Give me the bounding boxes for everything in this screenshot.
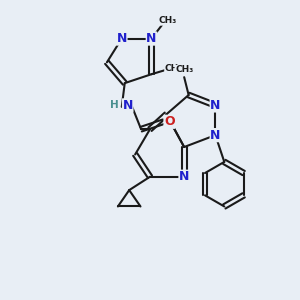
Text: CH₃: CH₃ (175, 65, 193, 74)
Text: H: H (110, 100, 119, 110)
Text: N: N (179, 170, 189, 183)
Text: N: N (117, 32, 127, 45)
Text: N: N (146, 32, 157, 45)
Text: O: O (164, 115, 175, 128)
Text: N: N (210, 129, 220, 142)
Text: CH₃: CH₃ (159, 16, 177, 25)
Text: N: N (210, 99, 220, 112)
Text: N: N (122, 99, 133, 112)
Text: CH₃: CH₃ (165, 64, 183, 73)
